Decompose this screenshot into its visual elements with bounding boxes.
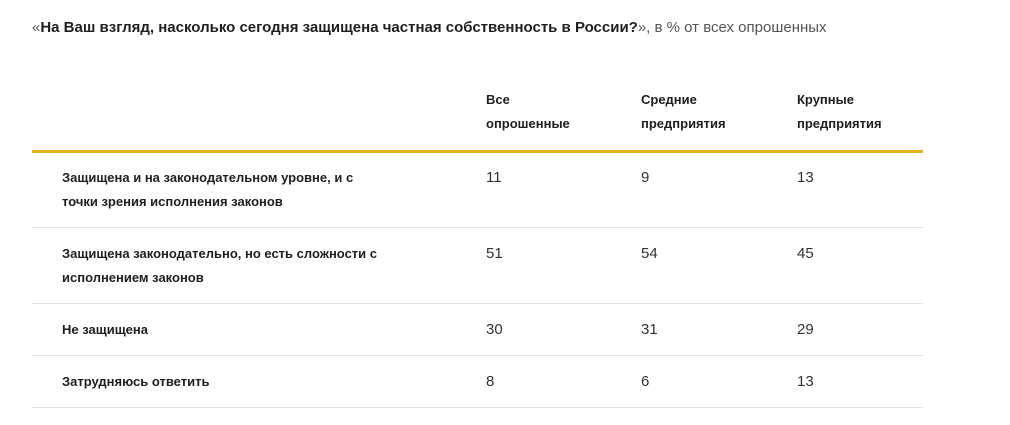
row-label: Затрудняюсь ответить: [62, 370, 422, 394]
row-label: Защищена и на законодательном уровне, и …: [62, 166, 422, 214]
column-header-large: Крупные предприятия: [797, 88, 882, 136]
table-header: Все опрошенные Средние предприятия Крупн…: [32, 88, 923, 153]
row-label-line2: исполнением законов: [62, 270, 204, 285]
cell-value-all: 11: [486, 169, 502, 186]
table-row: Не защищена 30 31 29: [32, 304, 923, 356]
row-label-line1: Не защищена: [62, 322, 148, 337]
cell-value-large: 45: [797, 245, 814, 262]
row-label: Защищена законодательно, но есть сложнос…: [62, 242, 422, 290]
column-header-large-line1: Крупные: [797, 92, 854, 107]
table-row: Защищена законодательно, но есть сложнос…: [32, 228, 923, 304]
column-header-medium: Средние предприятия: [641, 88, 726, 136]
cell-value-medium: 6: [641, 373, 650, 390]
cell-value-large: 29: [797, 321, 814, 338]
cell-value-all: 51: [486, 245, 503, 262]
row-label-line1: Защищена законодательно, но есть сложнос…: [62, 246, 378, 261]
title-open-quote: «: [32, 19, 41, 36]
cell-value-medium: 54: [641, 245, 658, 262]
table-row: Защищена и на законодательном уровне, и …: [32, 153, 923, 228]
column-header-all-line2: опрошенные: [486, 116, 570, 131]
row-label: Не защищена: [62, 318, 422, 342]
cell-value-large: 13: [797, 373, 814, 390]
cell-value-all: 30: [486, 321, 503, 338]
column-header-medium-line1: Средние: [641, 92, 697, 107]
table-row: Затрудняюсь ответить 8 6 13: [32, 356, 923, 408]
row-label-line1: Затрудняюсь ответить: [62, 374, 210, 389]
row-label-line2: точки зрения исполнения законов: [62, 194, 283, 209]
column-header-all: Все опрошенные: [486, 88, 570, 136]
cell-value-medium: 31: [641, 321, 658, 338]
title-question: На Ваш взгляд, насколько сегодня защищен…: [40, 19, 638, 36]
cell-value-medium: 9: [641, 169, 650, 186]
column-header-large-line2: предприятия: [797, 116, 882, 131]
row-label-line1: Защищена и на законодательном уровне, и …: [62, 170, 354, 185]
chart-title: «На Ваш взгляд, насколько сегодня защище…: [32, 18, 992, 38]
cell-value-large: 13: [797, 169, 814, 186]
column-header-medium-line2: предприятия: [641, 116, 726, 131]
cell-value-all: 8: [486, 373, 495, 390]
title-suffix: », в % от всех опрошенных: [637, 19, 827, 36]
column-header-all-line1: Все: [486, 92, 510, 107]
